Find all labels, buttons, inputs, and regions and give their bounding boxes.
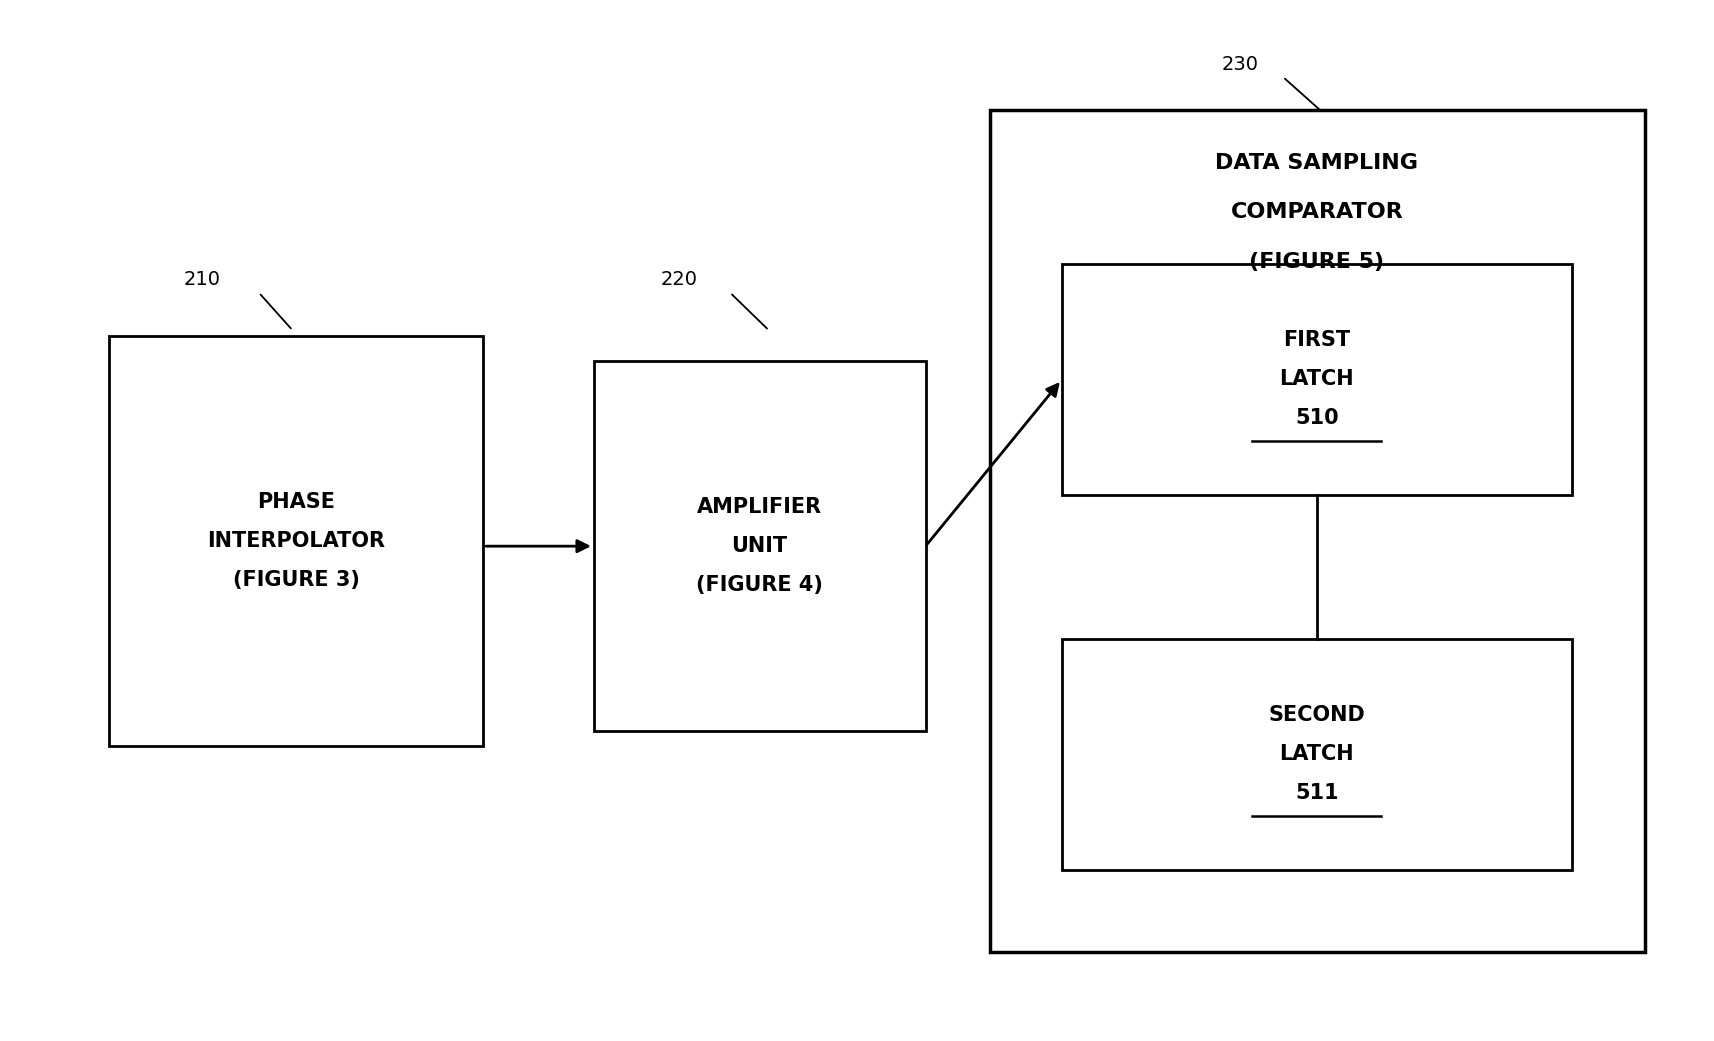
Text: (FIGURE 3): (FIGURE 3) — [233, 570, 360, 590]
FancyBboxPatch shape — [110, 335, 483, 746]
Text: COMPARATOR: COMPARATOR — [1229, 202, 1402, 223]
Text: AMPLIFIER: AMPLIFIER — [696, 498, 821, 517]
FancyBboxPatch shape — [593, 361, 926, 731]
Text: PHASE: PHASE — [257, 492, 334, 512]
Text: LATCH: LATCH — [1279, 744, 1354, 764]
FancyBboxPatch shape — [1061, 638, 1572, 869]
Text: LATCH: LATCH — [1279, 370, 1354, 389]
Text: 510: 510 — [1294, 408, 1339, 428]
FancyBboxPatch shape — [1061, 263, 1572, 494]
Text: 210: 210 — [183, 271, 221, 289]
Text: (FIGURE 4): (FIGURE 4) — [696, 576, 823, 595]
Text: (FIGURE 5): (FIGURE 5) — [1248, 252, 1383, 272]
Text: 511: 511 — [1294, 783, 1339, 804]
FancyBboxPatch shape — [989, 109, 1644, 951]
Text: INTERPOLATOR: INTERPOLATOR — [207, 531, 386, 551]
Text: DATA SAMPLING: DATA SAMPLING — [1215, 153, 1417, 173]
Text: 230: 230 — [1220, 55, 1258, 74]
Text: UNIT: UNIT — [732, 536, 787, 556]
Text: 220: 220 — [660, 271, 698, 289]
Text: SECOND: SECOND — [1268, 705, 1364, 726]
Text: FIRST: FIRST — [1282, 330, 1349, 350]
